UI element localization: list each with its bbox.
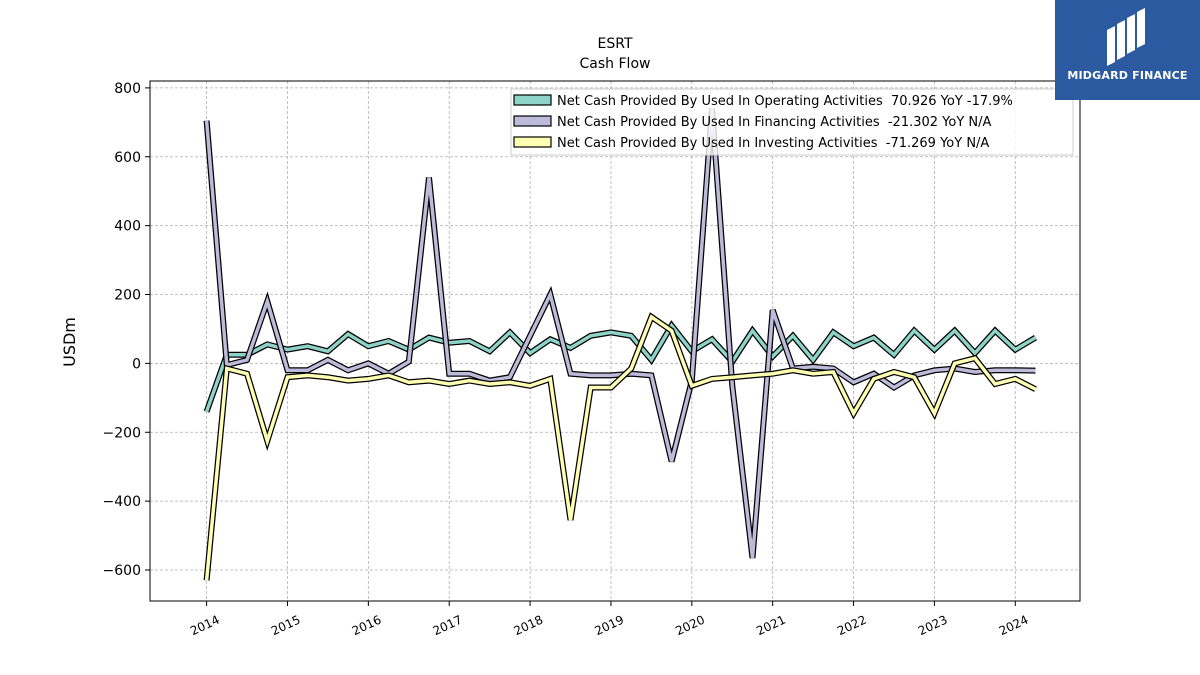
midgard-logo-icon <box>1107 8 1145 66</box>
chart-subtitle: Cash Flow <box>580 56 651 72</box>
y-axis-label: USDm <box>60 317 79 367</box>
x-tick-label: 2015 <box>269 613 303 639</box>
y-tick-label: −400 <box>103 494 141 510</box>
series-operating-line <box>204 322 1037 413</box>
series-investing-outline <box>203 312 1037 581</box>
y-tick-label: −600 <box>103 563 141 579</box>
series-operating <box>203 320 1038 413</box>
x-tick-label: 2021 <box>754 613 788 639</box>
midgard-finance-logo: MIDGARD FINANCE <box>1055 0 1200 100</box>
y-tick-label: 600 <box>114 150 141 166</box>
plot-frame <box>149 80 1081 602</box>
y-tick-label: 400 <box>114 219 141 235</box>
x-axis: 2014 2015 2016 2017 2018 2019 2020 2021 2022 2023… <box>188 601 1030 638</box>
x-tick-label: 2022 <box>835 613 869 639</box>
y-tick-label: −200 <box>103 425 141 441</box>
x-tick-label: 2023 <box>916 613 950 639</box>
y-tick-label: 200 <box>114 288 141 304</box>
legend-swatch-investing <box>513 136 552 148</box>
y-tick-label: 800 <box>114 81 141 97</box>
series-investing-line <box>204 314 1037 581</box>
logo-text: MIDGARD FINANCE <box>1067 69 1188 82</box>
y-tick-label: 0 <box>132 356 141 372</box>
x-tick-label: 2017 <box>431 613 465 639</box>
legend-swatch-financing <box>513 115 552 127</box>
x-tick-label: 2020 <box>673 613 707 639</box>
x-tick-label: 2014 <box>188 613 222 639</box>
legend-label-financing: Net Cash Provided By Used In Financing A… <box>557 115 992 130</box>
x-tick-label: 2019 <box>592 613 626 639</box>
legend-label-investing: Net Cash Provided By Used In Investing A… <box>557 136 989 151</box>
x-tick-label: 2016 <box>350 613 384 639</box>
legend: Net Cash Provided By Used In Operating A… <box>510 88 1074 156</box>
series-operating-outline <box>203 320 1038 413</box>
series-layer <box>203 108 1038 581</box>
legend-swatch-operating <box>513 94 552 106</box>
legend-label-operating: Net Cash Provided By Used In Operating A… <box>557 94 1013 109</box>
legend-box <box>510 88 1074 156</box>
y-axis: −600 −400 −200 0 200 400 600 800 <box>103 81 150 579</box>
series-investing <box>203 312 1037 581</box>
x-tick-label: 2024 <box>997 613 1031 639</box>
chart-title: ESRT <box>598 36 633 52</box>
x-tick-label: 2018 <box>512 613 546 639</box>
